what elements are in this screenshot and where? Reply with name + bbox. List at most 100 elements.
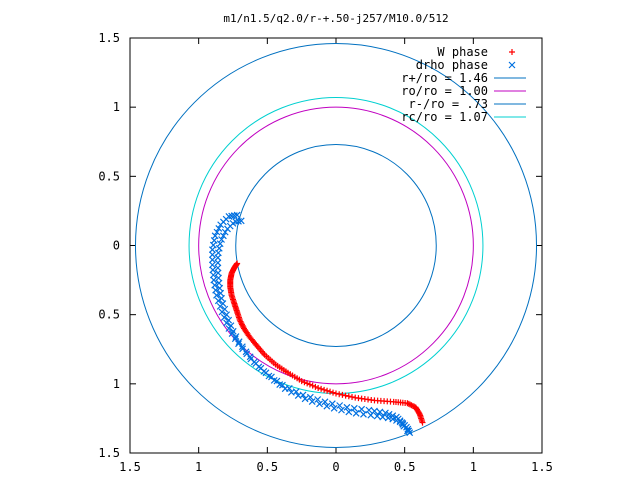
drho-phase-marker — [279, 381, 286, 389]
drho-phase-marker — [376, 408, 384, 416]
drho-phase-marker — [399, 420, 407, 428]
drho-phase-marker — [400, 422, 408, 430]
w-phase-marker — [333, 390, 339, 397]
drho-phase-marker — [238, 343, 246, 351]
legend-label: r+/ro = 1.46 — [401, 71, 488, 85]
drho-phase-marker — [328, 400, 336, 408]
drho-phase-marker — [213, 228, 221, 236]
drho-phase-marker — [213, 291, 220, 299]
legend-label: rc/ro = 1.07 — [401, 110, 488, 124]
drho-phase-marker — [292, 388, 300, 396]
drho-phase-marker — [221, 228, 229, 236]
w-phase-marker — [304, 380, 311, 387]
drho-phase-marker — [208, 256, 216, 264]
drho-phase-marker — [232, 333, 240, 340]
drho-phase-marker — [321, 398, 329, 406]
drho-phase-marker — [217, 221, 225, 229]
drho-phase-marker — [268, 373, 275, 381]
drho-phase-marker — [239, 345, 247, 353]
x-tick-label: 1.5 — [531, 460, 553, 474]
legend-label: drho phase — [416, 58, 488, 72]
drho-phase-marker — [330, 404, 338, 412]
drho-phase-marker — [223, 319, 231, 327]
drho-phase-marker — [214, 254, 222, 262]
w-phase-marker — [330, 389, 337, 396]
chart-title: m1/n1.5/q2.0/r-+.50-j257/M10.0/512 — [223, 12, 448, 25]
drho-phase-marker — [301, 395, 309, 403]
legend-marker — [509, 49, 515, 55]
x-tick-label: 0.5 — [256, 460, 278, 474]
drho-phase-marker — [285, 385, 293, 392]
drho-phase-marker — [219, 232, 227, 240]
w-phase-marker — [349, 393, 356, 400]
drho-phase-marker — [358, 405, 366, 413]
drho-phase-marker — [299, 391, 307, 399]
w-phase-marker — [339, 391, 346, 398]
radius-circle — [188, 96, 484, 395]
x-tick-label: 1.5 — [119, 460, 141, 474]
w-phase-marker — [405, 400, 412, 407]
legend-marker — [508, 61, 516, 69]
w-phase-marker — [404, 400, 411, 407]
w-phase-marker — [321, 386, 328, 393]
drho-phase-marker — [338, 406, 345, 414]
w-phase-marker — [238, 319, 245, 326]
drho-phase-marker — [218, 308, 226, 316]
w-phase-marker — [318, 385, 325, 392]
drho-phase-marker — [389, 412, 397, 420]
drho-phase-marker — [216, 302, 224, 310]
drho-phase-marker — [314, 396, 322, 403]
drho-phase-marker — [350, 404, 358, 412]
drho-phase-marker — [360, 410, 367, 418]
drho-phase-marker — [398, 419, 406, 426]
y-tick-label: 0 — [113, 239, 120, 253]
drho-phase-marker — [308, 398, 316, 406]
phase-markers — [208, 211, 426, 437]
drho-phase-marker — [214, 259, 222, 267]
w-phase-marker — [236, 317, 243, 324]
radius-circle — [235, 144, 437, 347]
drho-phase-marker — [352, 409, 360, 417]
w-phase-marker — [407, 401, 414, 408]
drho-phase-marker — [323, 402, 331, 410]
w-phase-marker — [239, 322, 246, 329]
drho-phase-marker — [225, 325, 233, 332]
drho-phase-marker — [379, 413, 387, 421]
radius-circle — [198, 106, 474, 385]
drho-phase-marker — [218, 236, 225, 243]
x-tick-label: 1 — [470, 460, 477, 474]
w-phase-marker — [301, 379, 308, 386]
w-phase-marker — [408, 402, 415, 409]
w-phase-marker — [419, 419, 426, 426]
legend-label: ro/ro = 1.00 — [401, 84, 488, 98]
drho-phase-marker — [385, 410, 393, 418]
drho-phase-marker — [208, 246, 216, 254]
drho-phase-marker — [235, 340, 242, 348]
drho-phase-marker — [208, 251, 216, 259]
y-tick-label: 1 — [113, 100, 120, 114]
drho-phase-marker — [345, 408, 353, 416]
drho-phase-marker — [235, 338, 243, 346]
drho-phase-marker — [273, 377, 281, 385]
w-phase-marker — [345, 393, 352, 400]
drho-phase-marker — [224, 225, 231, 233]
w-phase-marker — [409, 402, 416, 409]
radius-circles — [134, 43, 538, 448]
drho-phase-marker — [343, 403, 351, 411]
drho-phase-marker — [365, 406, 373, 414]
w-phase-marker — [315, 384, 322, 391]
axis-ticks: 1.5 1 0.5 0 0.5 1 1.51.510.500.511.5 — [98, 31, 553, 474]
drho-phase-marker — [403, 427, 411, 435]
legend-label: r-/ro = .73 — [409, 97, 488, 111]
w-phase-marker — [312, 383, 319, 390]
radius-circle — [134, 43, 538, 448]
w-phase-marker — [306, 381, 313, 388]
drho-phase-marker — [215, 225, 223, 232]
w-phase-marker — [238, 321, 245, 328]
drho-phase-marker — [231, 335, 239, 343]
w-phase-marker — [342, 392, 349, 399]
drho-phase-marker — [220, 314, 228, 321]
w-phase-marker — [327, 388, 334, 395]
